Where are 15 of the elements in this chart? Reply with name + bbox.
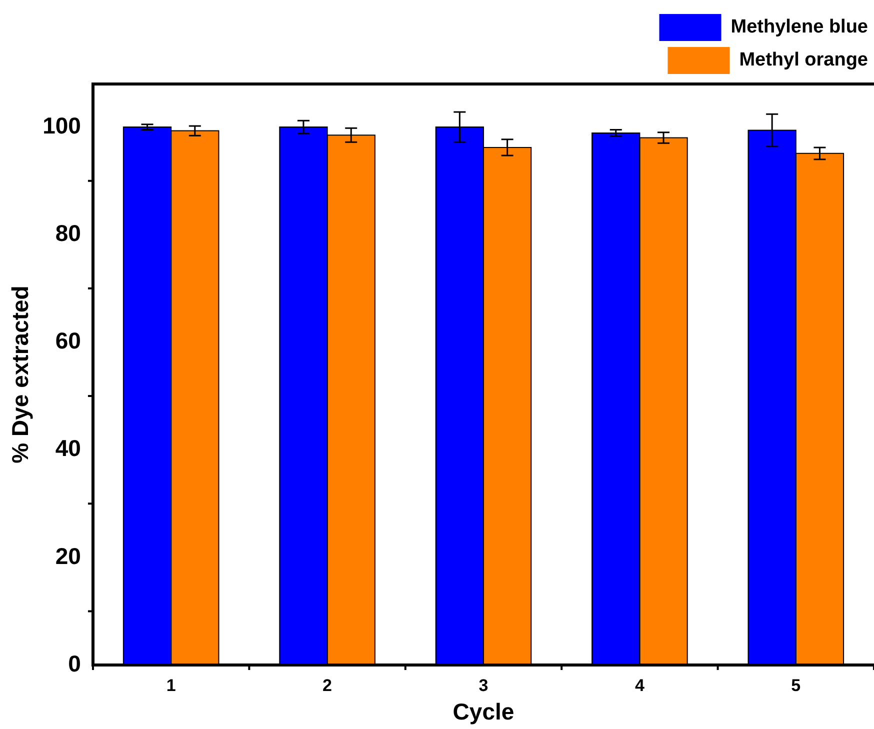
legend-label: Methylene blue <box>730 16 868 38</box>
y-tick-label: 100 <box>42 112 81 138</box>
y-tick-label: 20 <box>55 542 81 569</box>
y-tick-label: 40 <box>55 435 81 462</box>
y-axis-title: % Dye extracted <box>7 286 34 464</box>
x-tick-label: 1 <box>166 676 176 695</box>
y-tick-label: 60 <box>55 328 81 354</box>
y-tick-label: 0 <box>68 650 81 676</box>
legend-label: Methyl orange <box>739 50 868 71</box>
x-tick-label: 4 <box>634 676 645 695</box>
x-axis-title: Cycle <box>452 698 514 725</box>
x-tick-label: 2 <box>322 676 332 695</box>
y-tick-label: 80 <box>55 220 81 246</box>
x-tick-label: 3 <box>478 676 488 695</box>
x-tick-label: 5 <box>791 676 801 695</box>
